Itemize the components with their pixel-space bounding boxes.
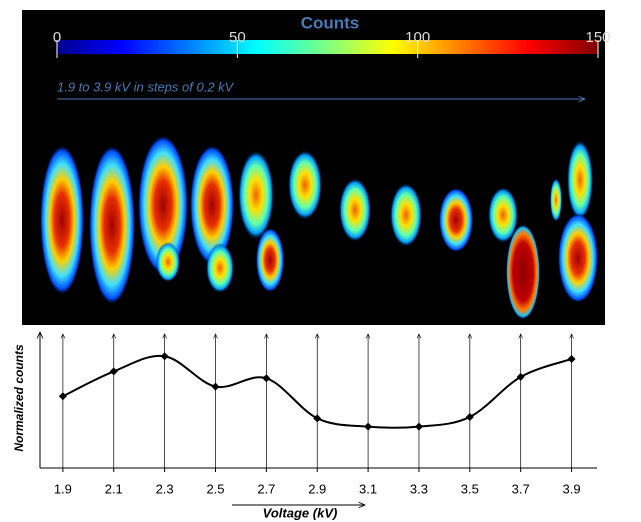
x-tick-label: 3.5 — [461, 481, 479, 496]
x-axis-label: Voltage (kV) — [263, 505, 338, 520]
x-tick-label: 3.9 — [563, 481, 581, 496]
point — [160, 352, 169, 361]
x-tick-label: 2.7 — [257, 481, 275, 496]
colorbar-title: Counts — [301, 13, 360, 32]
point — [262, 374, 271, 383]
x-tick-label: 3.3 — [410, 481, 428, 496]
colorbar — [57, 40, 598, 54]
point — [465, 412, 474, 421]
x-tick-label: 2.9 — [308, 481, 326, 496]
detector-image: Counts 1.9 to 3.9 kV in steps of 0.2 kV … — [22, 10, 611, 325]
x-tick-label: 2.3 — [156, 481, 174, 496]
x-tick-label: 3.1 — [359, 481, 377, 496]
point — [313, 414, 322, 423]
colorbar-tick-label: 150 — [585, 29, 610, 46]
x-tick-label: 3.7 — [512, 481, 530, 496]
x-tick-label: 2.5 — [206, 481, 224, 496]
colorbar-tick-label: 0 — [53, 29, 61, 46]
y-axis-label: Normalized counts — [12, 344, 26, 452]
point — [58, 392, 67, 401]
point — [567, 354, 576, 363]
x-tick-label: 1.9 — [54, 481, 72, 496]
point — [109, 367, 118, 376]
intensity-spots — [40, 135, 598, 320]
point — [516, 372, 525, 381]
point — [364, 422, 373, 431]
x-tick-label: 2.1 — [105, 481, 123, 496]
point — [211, 382, 220, 391]
annotation: 1.9 to 3.9 kV in steps of 0.2 kV — [57, 79, 235, 94]
point — [414, 422, 423, 431]
colorbar-tick-label: 50 — [229, 29, 246, 46]
colorbar-tick-label: 100 — [405, 29, 430, 46]
